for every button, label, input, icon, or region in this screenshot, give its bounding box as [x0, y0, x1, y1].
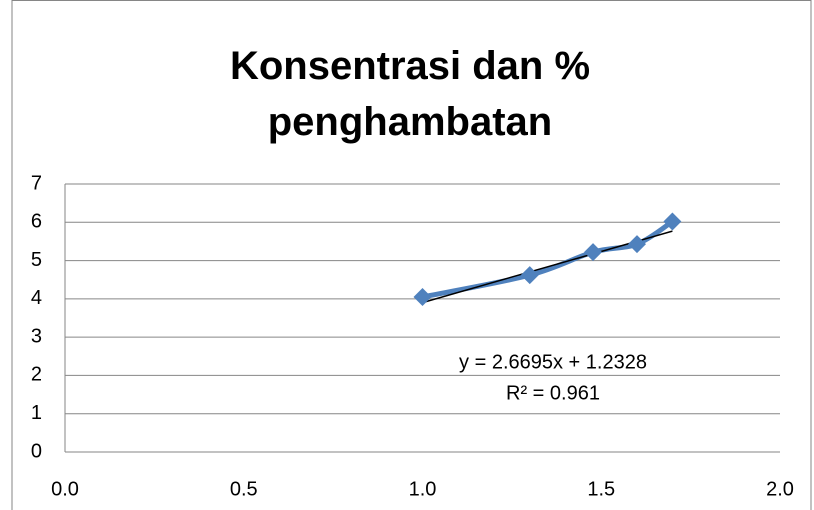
y-tick-label: 3: [31, 325, 42, 347]
y-tick-label: 0: [31, 440, 42, 462]
marker: [520, 266, 539, 285]
trendline-r2: R² = 0.961: [506, 382, 600, 404]
x-tick-label: 1.5: [587, 478, 615, 500]
y-tick-label: 4: [31, 287, 42, 309]
marker: [413, 287, 432, 306]
y-tick-label: 6: [31, 211, 42, 233]
chart-border: [11, 0, 812, 510]
y-tick-label: 5: [31, 249, 42, 271]
trendline-equation: y = 2.6695x + 1.2328: [459, 351, 647, 373]
marker: [663, 212, 682, 231]
y-tick-label: 7: [31, 172, 42, 194]
y-tick-label: 1: [31, 402, 42, 424]
marker: [628, 235, 646, 254]
chart-title: Konsentrasi dan % penghambatan: [229, 44, 591, 144]
x-tick-label: 1.0: [409, 478, 437, 500]
x-tick-label: 0.0: [51, 478, 79, 500]
x-tick-label: 2.0: [766, 478, 794, 500]
y-tick-label: 2: [31, 364, 42, 386]
marker: [584, 243, 603, 262]
series-line: [422, 219, 674, 300]
x-tick-label: 0.5: [230, 478, 258, 500]
